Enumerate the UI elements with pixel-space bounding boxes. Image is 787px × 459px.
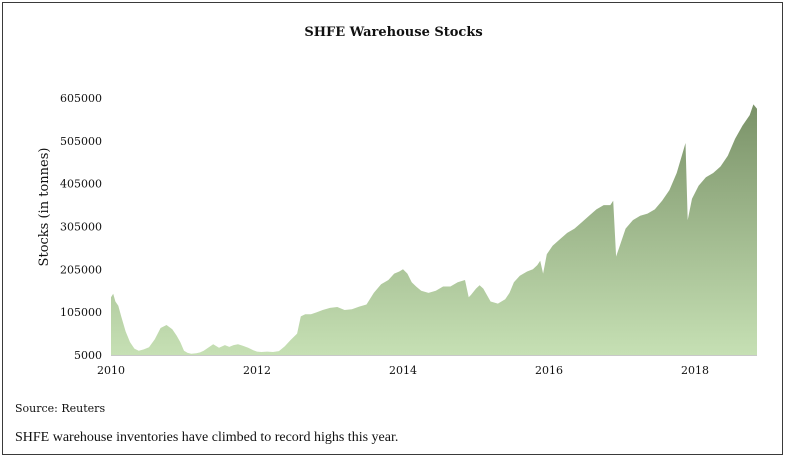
y-tick-label: 405000 (60, 178, 102, 191)
chart-title: SHFE Warehouse Stocks (304, 25, 483, 40)
caption: SHFE warehouse inventories have climbed … (15, 430, 399, 445)
source-note: Source: Reuters (15, 402, 106, 415)
x-tick-label: 2018 (681, 364, 709, 377)
y-tick-label: 205000 (60, 263, 102, 276)
stocks-area-series (111, 104, 757, 356)
y-tick-label: 305000 (60, 221, 102, 234)
y-tick-label: 5000 (74, 349, 102, 362)
x-tick-label: 2010 (97, 364, 125, 377)
y-tick-label: 605000 (60, 92, 102, 105)
x-tick-label: 2016 (535, 364, 563, 377)
y-tick-label: 105000 (60, 306, 102, 319)
x-tick-label: 2014 (389, 364, 417, 377)
x-tick-label: 2012 (243, 364, 271, 377)
y-tick-label: 505000 (60, 135, 102, 148)
y-axis-label: Stocks (in tonnes) (37, 148, 52, 267)
